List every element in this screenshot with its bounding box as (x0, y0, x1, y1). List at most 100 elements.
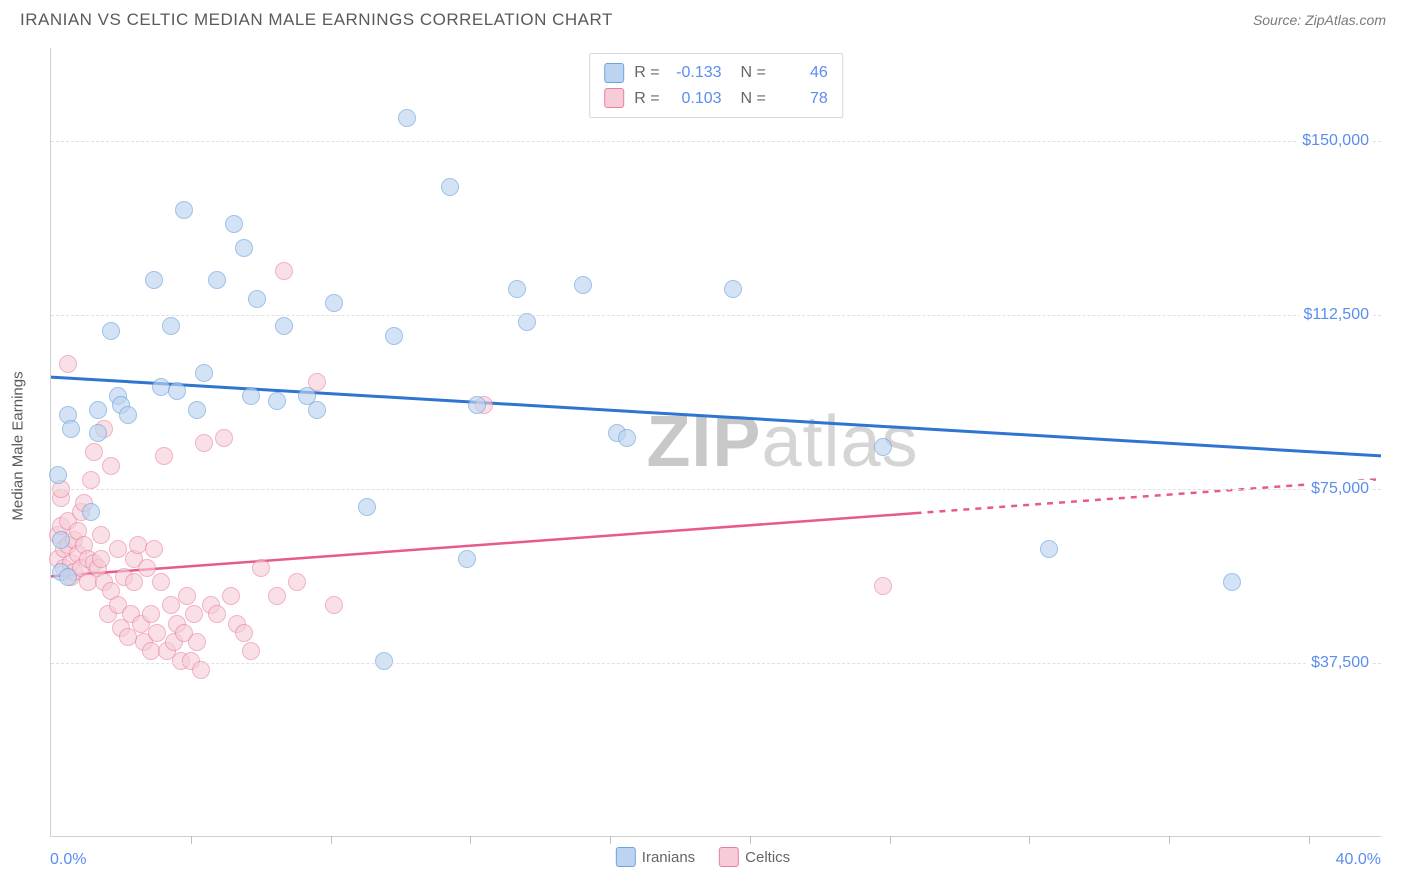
data-point (574, 276, 592, 294)
legend-stats: R = -0.133 N = 46 R = 0.103 N = 78 (589, 53, 843, 118)
data-point (92, 526, 110, 544)
y-tick-label: $37,500 (1307, 654, 1373, 672)
data-point (195, 364, 213, 382)
data-point (62, 420, 80, 438)
x-tick (1309, 836, 1310, 844)
data-point (102, 322, 120, 340)
data-point (168, 382, 186, 400)
data-point (235, 624, 253, 642)
data-point (252, 559, 270, 577)
data-point (59, 355, 77, 373)
data-point (195, 434, 213, 452)
data-point (235, 239, 253, 257)
data-point (152, 573, 170, 591)
gridline (51, 663, 1381, 664)
data-point (178, 587, 196, 605)
data-point (185, 605, 203, 623)
legend-row-iranians: R = -0.133 N = 46 (604, 60, 828, 86)
n-value-iranians: 46 (776, 60, 828, 86)
swatch-iranians (616, 847, 636, 867)
y-tick-label: $75,000 (1307, 480, 1373, 498)
data-point (208, 271, 226, 289)
data-point (49, 466, 67, 484)
data-point (458, 550, 476, 568)
data-point (92, 550, 110, 568)
x-axis-max-label: 40.0% (1336, 851, 1381, 869)
data-point (102, 457, 120, 475)
header-bar: IRANIAN VS CELTIC MEDIAN MALE EARNINGS C… (0, 0, 1406, 38)
data-point (152, 378, 170, 396)
r-value-celtics: 0.103 (670, 86, 722, 112)
data-point (275, 262, 293, 280)
data-point (188, 633, 206, 651)
x-axis-min-label: 0.0% (50, 851, 86, 869)
data-point (441, 178, 459, 196)
data-point (618, 429, 636, 447)
data-point (145, 540, 163, 558)
data-point (724, 280, 742, 298)
data-point (325, 596, 343, 614)
data-point (874, 438, 892, 456)
chart-title: IRANIAN VS CELTIC MEDIAN MALE EARNINGS C… (20, 10, 613, 30)
data-point (288, 573, 306, 591)
data-point (225, 215, 243, 233)
data-point (142, 642, 160, 660)
data-point (155, 447, 173, 465)
data-point (874, 577, 892, 595)
data-point (1040, 540, 1058, 558)
y-tick-label: $112,500 (1299, 306, 1373, 324)
data-point (129, 536, 147, 554)
data-point (148, 624, 166, 642)
data-point (142, 605, 160, 623)
y-axis-title: Median Male Earnings (10, 371, 27, 520)
data-point (468, 396, 486, 414)
scatter-chart: ZIPatlas R = -0.133 N = 46 R = 0.103 N =… (50, 48, 1381, 837)
data-point (1223, 573, 1241, 591)
data-point (508, 280, 526, 298)
x-tick (191, 836, 192, 844)
n-label: N = (732, 86, 766, 112)
data-point (325, 294, 343, 312)
data-point (242, 387, 260, 405)
data-point (268, 587, 286, 605)
data-point (248, 290, 266, 308)
data-point (208, 605, 226, 623)
data-point (82, 471, 100, 489)
swatch-celtics (719, 847, 739, 867)
x-tick (470, 836, 471, 844)
data-point (125, 573, 143, 591)
data-point (398, 109, 416, 127)
data-point (52, 531, 70, 549)
y-tick-label: $150,000 (1298, 132, 1373, 150)
legend-series: Iranians Celtics (616, 847, 790, 867)
data-point (89, 424, 107, 442)
data-point (308, 401, 326, 419)
x-tick (610, 836, 611, 844)
r-label: R = (634, 86, 659, 112)
legend-item-iranians: Iranians (616, 847, 695, 867)
data-point (89, 401, 107, 419)
x-tick (331, 836, 332, 844)
data-point (215, 429, 233, 447)
x-tick (1169, 836, 1170, 844)
x-tick (1029, 836, 1030, 844)
swatch-celtics (604, 88, 624, 108)
r-label: R = (634, 60, 659, 86)
legend-label: Iranians (642, 849, 695, 866)
data-point (119, 406, 137, 424)
gridline (51, 315, 1381, 316)
data-point (119, 628, 137, 646)
data-point (275, 317, 293, 335)
data-point (145, 271, 163, 289)
data-point (375, 652, 393, 670)
legend-item-celtics: Celtics (719, 847, 790, 867)
data-point (222, 587, 240, 605)
trend-lines-svg (51, 48, 1381, 836)
data-point (59, 568, 77, 586)
data-point (85, 443, 103, 461)
gridline (51, 141, 1381, 142)
data-point (109, 540, 127, 558)
data-point (268, 392, 286, 410)
gridline (51, 489, 1381, 490)
data-point (82, 503, 100, 521)
